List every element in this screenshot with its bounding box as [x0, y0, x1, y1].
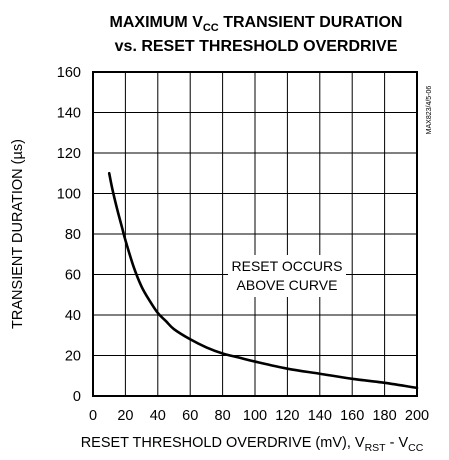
annotation-line2: ABOVE CURVE	[237, 277, 338, 293]
y-tick-label: 60	[65, 268, 81, 284]
x-tick-label: 160	[340, 408, 364, 424]
x-tick-label: 200	[405, 408, 429, 424]
x-tick-label: 120	[275, 408, 299, 424]
plot-frame	[92, 71, 418, 397]
x-tick-label: 0	[89, 408, 97, 424]
x-tick-label: 60	[182, 408, 198, 424]
figure-code: MAX823/4/5-06	[426, 86, 433, 135]
y-tick-label: 100	[57, 187, 81, 203]
y-tick-label: 80	[65, 227, 81, 243]
xlabel-sub-rst: RST	[365, 442, 387, 454]
x-tick-label: 40	[150, 408, 166, 424]
annotation-background	[228, 255, 346, 297]
x-tick-label: 140	[308, 408, 332, 424]
y-tick-label: 40	[65, 308, 81, 324]
grid	[93, 72, 417, 396]
x-tick-label: 100	[243, 408, 267, 424]
x-tick-labels: 0 20 40 60 80 100 120 140 160 180 200	[89, 408, 429, 424]
title-main: MAXIMUM V	[110, 14, 204, 31]
xlabel-main: RESET THRESHOLD OVERDRIVE (mV), V	[81, 435, 365, 451]
y-tick-labels: 0 20 40 60 80 100 120 140 160	[57, 65, 81, 405]
y-tick-label: 20	[65, 349, 81, 365]
y-tick-label: 140	[57, 106, 81, 122]
x-tick-label: 80	[215, 408, 231, 424]
chart-title-line1: MAXIMUM VCC TRANSIENT DURATION	[110, 14, 403, 34]
series-curve	[107, 171, 419, 390]
title-rest: TRANSIENT DURATION	[219, 14, 403, 31]
annotation-line1: RESET OCCURS	[232, 258, 343, 274]
xlabel-sub-cc: CC	[408, 442, 424, 454]
xlabel-mid: - V	[386, 435, 409, 451]
x-axis-label: RESET THRESHOLD OVERDRIVE (mV), VRST - V…	[81, 435, 424, 454]
y-axis-label: TRANSIENT DURATION (µs)	[10, 139, 26, 329]
y-tick-label: 0	[73, 389, 81, 405]
y-tick-label: 120	[57, 146, 81, 162]
y-tick-label: 160	[57, 65, 81, 81]
x-tick-label: 20	[117, 408, 133, 424]
chart-title-line2: vs. RESET THRESHOLD OVERDRIVE	[115, 38, 398, 55]
x-tick-label: 180	[372, 408, 396, 424]
title-subscript: CC	[203, 22, 219, 34]
